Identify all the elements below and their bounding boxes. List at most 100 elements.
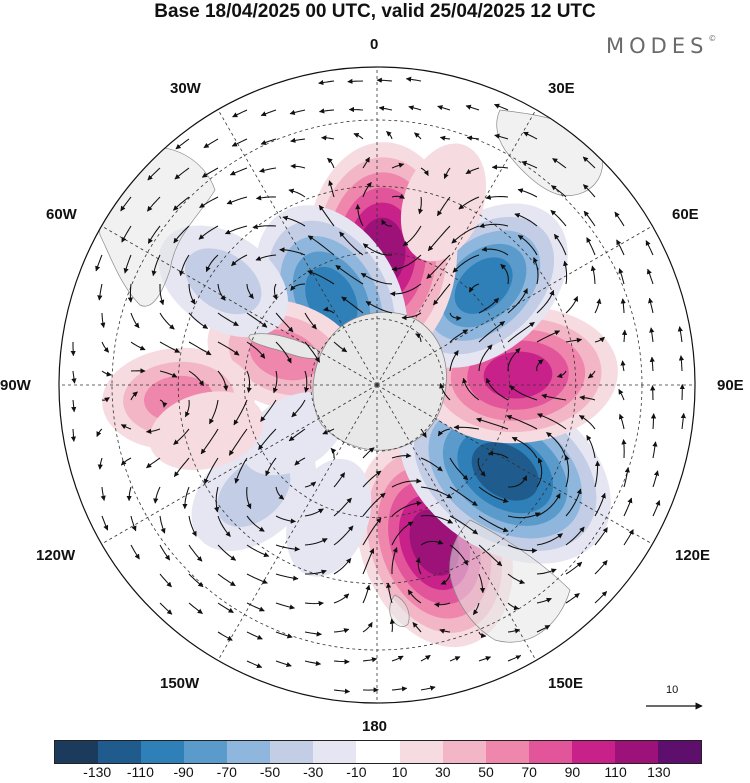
wind-arrow <box>462 377 480 401</box>
wind-arrow <box>420 539 444 546</box>
wind-arrow <box>478 631 487 639</box>
wind-arrow <box>649 327 655 343</box>
wind-arrow <box>412 622 422 633</box>
wind-arrow <box>188 283 196 305</box>
wind-arrow <box>507 512 541 519</box>
wind-arrow <box>583 184 596 198</box>
wind-arrow <box>71 370 77 384</box>
wind-arrow <box>246 312 268 328</box>
wind-vectors <box>70 76 686 694</box>
wind-arrow <box>318 108 335 114</box>
wind-arrow <box>304 538 328 546</box>
anomaly-contour <box>400 143 487 262</box>
colorbar-tick-label: 70 <box>521 764 537 780</box>
colorbar-cell <box>485 741 529 763</box>
wind-arrow <box>391 500 423 517</box>
wind-arrow <box>290 283 306 291</box>
wind-arrow <box>159 312 175 330</box>
wind-arrow <box>362 470 382 488</box>
wind-arrow <box>174 167 190 180</box>
wind-arrow <box>159 399 168 408</box>
wind-arrow <box>645 240 654 256</box>
wind-arrow <box>101 341 110 353</box>
wind-arrow <box>594 560 608 575</box>
anomaly-center <box>286 458 372 577</box>
wind-arrow <box>341 296 364 314</box>
wind-arrow <box>291 399 306 418</box>
wind-arrow <box>378 105 393 111</box>
wind-arrow <box>333 557 352 575</box>
meridian-line <box>101 384 378 545</box>
wind-arrow <box>330 448 337 458</box>
wind-arrow <box>414 132 422 140</box>
meridian-line <box>376 384 653 545</box>
wind-arrow <box>159 341 181 353</box>
wind-arrow <box>550 185 567 198</box>
wind-arrow <box>385 582 393 604</box>
wind-arrow <box>305 569 327 575</box>
wind-arrow <box>594 298 602 314</box>
wind-arrow <box>415 557 422 575</box>
colorbar-cell <box>141 741 185 763</box>
wind-arrow <box>96 428 103 437</box>
wind-arrow <box>146 457 161 469</box>
wind-arrow <box>478 344 493 372</box>
wind-arrow <box>391 254 422 272</box>
wind-arrow <box>391 655 404 662</box>
wind-arrow <box>405 76 422 82</box>
wind-arrow <box>437 428 451 437</box>
anomaly-center <box>400 143 487 262</box>
lon-label-180: 180 <box>362 718 388 735</box>
anomaly-contour <box>483 351 553 399</box>
wind-arrow <box>246 573 268 584</box>
colorbar-cell <box>184 741 228 763</box>
wind-arrow <box>153 486 161 504</box>
wind-arrow <box>246 515 265 532</box>
wind-arrow <box>420 685 436 691</box>
wind-arrow <box>173 457 190 478</box>
wind-arrow <box>449 329 469 343</box>
colorbar-tick-label: -130 <box>83 764 112 780</box>
wind-arrow <box>335 264 364 285</box>
wind-arrow <box>415 333 422 343</box>
wind-arrow <box>451 225 480 244</box>
lon-label-30w: 30W <box>170 80 201 97</box>
wind-arrow <box>123 254 132 274</box>
wind-arrow <box>322 306 335 314</box>
wind-arrow <box>479 222 509 229</box>
wind-arrow <box>121 225 132 243</box>
graticule <box>59 67 695 703</box>
wind-arrow <box>279 247 306 256</box>
wind-arrow <box>614 211 625 227</box>
lon-label-60e: 60E <box>672 206 699 223</box>
wind-arrow <box>70 428 77 442</box>
wind-arrow <box>449 457 469 481</box>
wind-arrow <box>472 602 480 616</box>
wind-arrow <box>449 312 462 321</box>
wind-arrow <box>217 283 226 301</box>
wind-arrow <box>229 167 248 176</box>
wind-arrow <box>514 212 538 227</box>
wind-arrow <box>199 196 219 209</box>
wind-arrow <box>228 428 248 456</box>
wind-arrow <box>652 500 661 517</box>
wind-arrow <box>439 628 451 634</box>
wind-arrow <box>536 568 557 575</box>
wind-arrow <box>289 109 306 115</box>
wind-arrow <box>481 246 509 256</box>
wind-arrow <box>389 283 422 297</box>
wind-arrow <box>478 320 506 343</box>
wind-arrow <box>623 529 634 546</box>
wind-arrow <box>173 225 190 244</box>
wind-arrow <box>648 297 654 314</box>
wind-arrow <box>333 688 351 694</box>
colorbar-cell <box>528 741 572 763</box>
wind-arrow <box>590 265 596 285</box>
wind-arrow <box>362 621 373 633</box>
colorbar-tick-label: 10 <box>391 764 408 780</box>
wind-arrow <box>304 660 322 666</box>
wind-arrow <box>623 467 630 488</box>
wind-arrow <box>327 157 335 169</box>
anomaly-contour <box>286 458 372 577</box>
wind-arrow <box>594 527 608 546</box>
